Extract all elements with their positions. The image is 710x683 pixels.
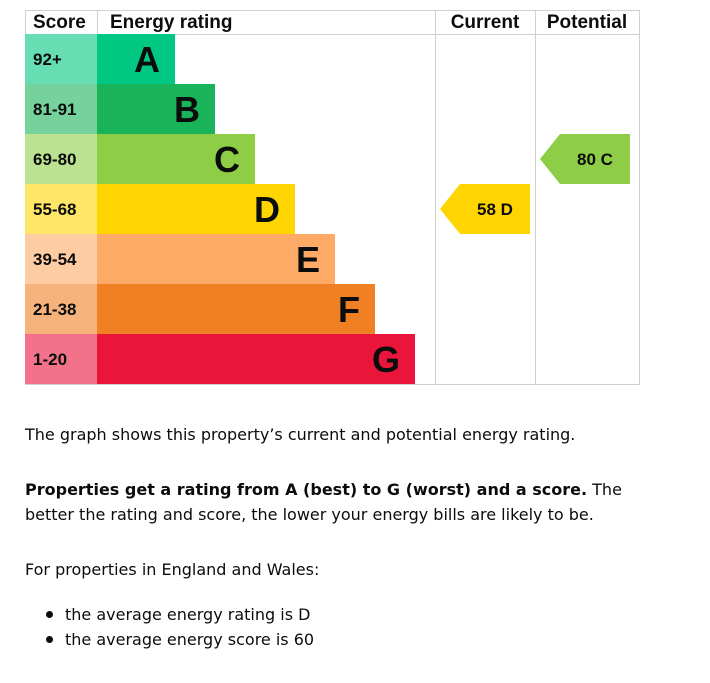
band-bar xyxy=(97,134,255,184)
band-bar xyxy=(97,84,215,134)
band-score-label: 21-38 xyxy=(33,300,76,319)
band-score-label: 1-20 xyxy=(33,350,67,369)
band-score-label: 39-54 xyxy=(33,250,77,269)
band-score-label: 55-68 xyxy=(33,200,76,219)
energy-rating-chart: Score Energy rating Current Potential 92+ A8… xyxy=(25,10,640,385)
band-letter: D xyxy=(254,189,280,230)
band-g: 1-20 G xyxy=(25,334,415,384)
band-score-cell xyxy=(25,184,97,234)
band-score-label: 81-91 xyxy=(33,100,76,119)
header-current: Current xyxy=(451,12,520,33)
band-letter: E xyxy=(296,239,320,280)
band-score-cell xyxy=(25,334,97,384)
rating-bands: 92+ A 81-91 B 69-80 C 55-68 D 39-54 E 21-38 F 1-20 G xyxy=(25,34,415,384)
band-bar xyxy=(97,234,335,284)
band-a: 92+ A xyxy=(25,34,175,84)
band-b: 81-91 B xyxy=(25,84,215,134)
band-f: 21-38 F xyxy=(25,284,375,334)
band-bar xyxy=(97,334,415,384)
band-c: 69-80 C xyxy=(25,134,255,184)
band-bar xyxy=(97,284,375,334)
band-score-cell xyxy=(25,284,97,334)
current-rating-arrow-label: 58 D xyxy=(477,200,513,219)
chart-headers: Score Energy rating Current Potential xyxy=(33,12,627,33)
rating-explanation-bold: Properties get a rating from A (best) to… xyxy=(25,480,588,499)
band-bar xyxy=(97,34,175,84)
current-rating-arrow: 58 D xyxy=(440,184,530,234)
rating-explanation: Properties get a rating from A (best) to… xyxy=(25,477,665,527)
average-score-item: the average energy score is 60 xyxy=(25,627,314,652)
band-letter: B xyxy=(174,89,200,130)
band-e: 39-54 E xyxy=(25,234,335,284)
band-score-cell xyxy=(25,234,97,284)
rating-explanation-rest: The better the rating and score, the low… xyxy=(25,480,622,524)
rating-indicators: 58 D 80 C xyxy=(440,134,630,234)
band-score-label: 69-80 xyxy=(33,150,76,169)
header-potential: Potential xyxy=(547,12,627,33)
potential-rating-arrow-shape xyxy=(540,134,630,184)
band-score-cell xyxy=(25,134,97,184)
band-bar xyxy=(97,184,295,234)
band-d: 55-68 D xyxy=(25,184,295,234)
header-score: Score xyxy=(33,12,86,33)
band-letter: F xyxy=(338,289,360,330)
chart-summary-text: The graph shows this property’s current … xyxy=(25,425,576,444)
averages-list: the average energy rating is D the avera… xyxy=(25,602,314,652)
region-text: For properties in England and Wales: xyxy=(25,560,320,579)
current-rating-arrow-shape xyxy=(440,184,530,234)
band-score-cell xyxy=(25,84,97,134)
average-rating-item: the average energy rating is D xyxy=(25,602,314,627)
header-energy-rating: Energy rating xyxy=(110,12,232,33)
band-letter: A xyxy=(134,39,160,80)
band-score-cell xyxy=(25,34,97,84)
potential-rating-arrow: 80 C xyxy=(540,134,630,184)
potential-rating-arrow-label: 80 C xyxy=(577,150,613,169)
band-letter: G xyxy=(372,339,400,380)
band-letter: C xyxy=(214,139,240,180)
band-score-label: 92+ xyxy=(33,50,62,69)
